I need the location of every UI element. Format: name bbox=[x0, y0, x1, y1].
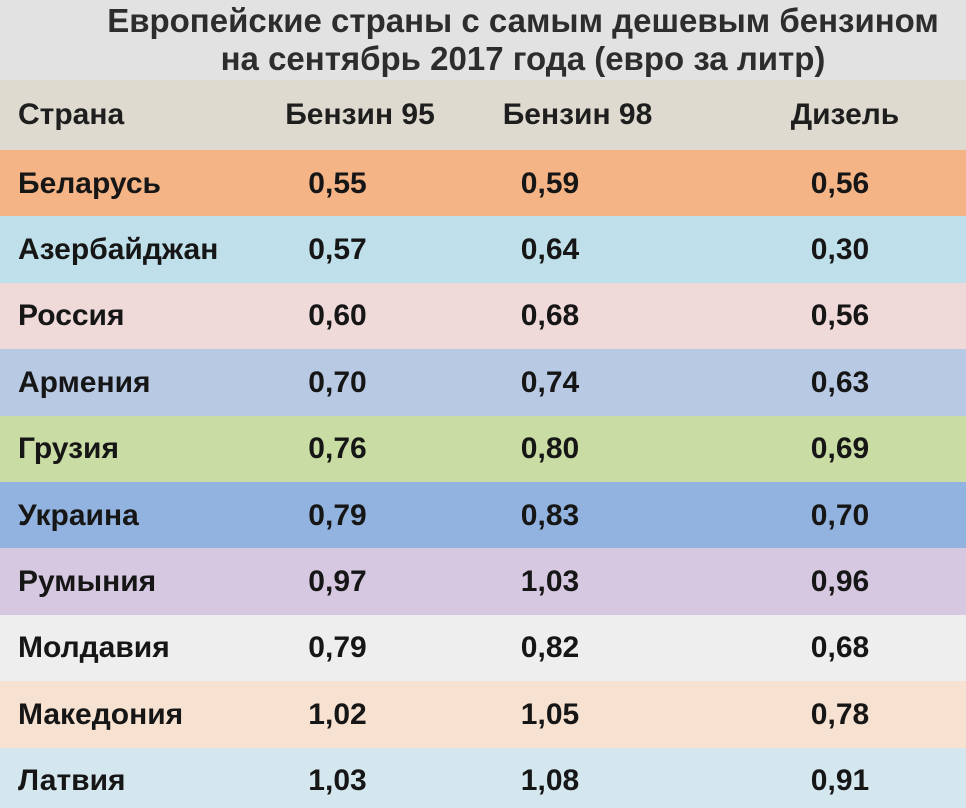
diesel-cell: 0,70 bbox=[810, 498, 870, 532]
column-header-petrol-98: Бензин 98 bbox=[502, 98, 653, 131]
petrol-98-cell: 0,59 bbox=[520, 166, 580, 200]
diesel-cell: 0,96 bbox=[810, 564, 870, 598]
petrol-98-cell: 0,82 bbox=[520, 631, 580, 665]
diesel-cell: 0,56 bbox=[810, 166, 870, 200]
petrol-95-cell: 0,60 bbox=[308, 299, 367, 333]
country-cell: Азербайджан bbox=[18, 232, 219, 266]
country-cell: Грузия bbox=[18, 432, 119, 466]
petrol-98-cell: 0,83 bbox=[520, 498, 580, 532]
country-cell: Македония bbox=[18, 697, 184, 731]
diesel-cell: 0,68 bbox=[810, 631, 870, 665]
table-row: Македония 1,02 1,05 0,78 bbox=[0, 681, 966, 749]
country-cell: Украина bbox=[18, 498, 139, 532]
petrol-95-cell: 0,97 bbox=[308, 564, 367, 598]
diesel-cell: 0,91 bbox=[810, 764, 870, 798]
country-cell: Армения bbox=[18, 365, 151, 399]
petrol-95-cell: 0,55 bbox=[308, 166, 367, 200]
table-row: Армения 0,70 0,74 0,63 bbox=[0, 349, 966, 417]
petrol-98-cell: 0,68 bbox=[520, 299, 580, 333]
diesel-cell: 0,78 bbox=[810, 697, 870, 731]
petrol-98-cell: 1,08 bbox=[520, 764, 580, 798]
diesel-cell: 0,69 bbox=[810, 432, 870, 466]
table-row: Азербайджан 0,57 0,64 0,30 bbox=[0, 216, 966, 284]
table-header-row: Страна Бензин 95 Бензин 98 Дизель bbox=[0, 80, 966, 150]
diesel-cell: 0,63 bbox=[810, 365, 870, 399]
table-row: Беларусь 0,55 0,59 0,56 bbox=[0, 150, 966, 217]
column-header-country: Страна bbox=[18, 98, 125, 131]
country-cell: Россия bbox=[18, 299, 125, 333]
petrol-95-cell: 0,79 bbox=[308, 498, 367, 532]
table-row: Румыния 0,97 1,03 0,96 bbox=[0, 548, 966, 616]
country-cell: Беларусь bbox=[18, 166, 161, 200]
table-row: Латвия 1,03 1,08 0,91 bbox=[0, 747, 966, 808]
petrol-95-cell: 1,02 bbox=[308, 697, 367, 731]
diesel-cell: 0,30 bbox=[810, 232, 870, 266]
column-header-diesel: Дизель bbox=[790, 98, 900, 131]
petrol-98-cell: 0,74 bbox=[520, 365, 580, 399]
petrol-95-cell: 0,70 bbox=[308, 365, 367, 399]
diesel-cell: 0,56 bbox=[810, 299, 870, 333]
table-row: Грузия 0,76 0,80 0,69 bbox=[0, 415, 966, 483]
table-row: Украина 0,79 0,83 0,70 bbox=[0, 482, 966, 549]
table-row: Молдавия 0,79 0,82 0,68 bbox=[0, 614, 966, 682]
title-line-1: Европейские страны с самым дешевым бензи… bbox=[107, 2, 939, 39]
petrol-98-cell: 0,80 bbox=[520, 432, 580, 466]
petrol-98-cell: 1,03 bbox=[520, 564, 580, 598]
petrol-98-cell: 1,05 bbox=[520, 697, 580, 731]
table-row: Россия 0,60 0,68 0,56 bbox=[0, 282, 966, 350]
petrol-95-cell: 0,79 bbox=[308, 631, 367, 665]
table-title: Европейские страны с самым дешевым бензи… bbox=[0, 0, 966, 80]
column-header-petrol-95: Бензин 95 bbox=[285, 98, 435, 131]
title-line-2: на сентябрь 2017 года (евро за литр) bbox=[220, 40, 826, 77]
petrol-98-cell: 0,64 bbox=[520, 232, 580, 266]
country-cell: Латвия bbox=[18, 764, 126, 798]
country-cell: Молдавия bbox=[18, 631, 170, 665]
petrol-95-cell: 1,03 bbox=[308, 764, 367, 798]
country-cell: Румыния bbox=[18, 564, 157, 598]
petrol-95-cell: 0,57 bbox=[308, 232, 367, 266]
petrol-95-cell: 0,76 bbox=[308, 432, 367, 466]
